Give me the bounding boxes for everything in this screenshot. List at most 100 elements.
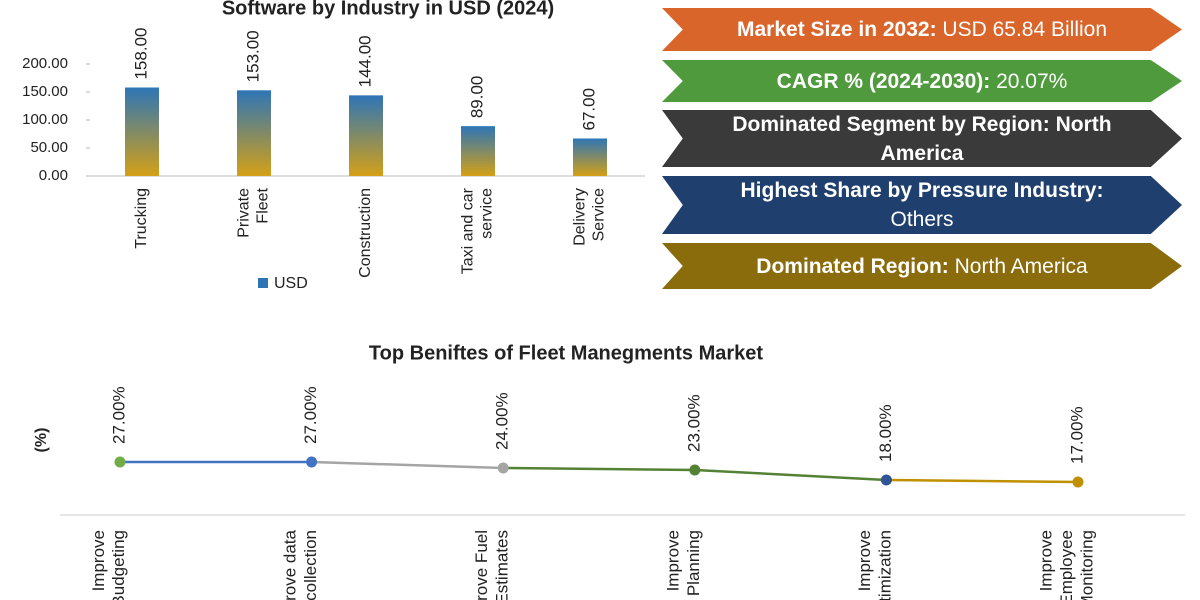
point	[306, 456, 318, 468]
banner-value: USD 65.84 Billion	[942, 18, 1108, 41]
value-label: 27.00%	[109, 386, 128, 444]
x-tick-label: ImproveOptimization	[856, 530, 895, 600]
x-tick-label-line: collection	[301, 530, 320, 600]
x-tick-label: Taxi and car service	[460, 187, 496, 274]
x-tick-label-group: Taxi and car service	[460, 187, 496, 274]
point	[1072, 476, 1084, 488]
bar	[125, 87, 159, 176]
x-tick-label-group: Improve FuelEstimates	[472, 530, 511, 600]
x-tick-label-line: Improve	[89, 530, 108, 591]
banner-text: Dominated Region: North America	[756, 252, 1087, 281]
x-tick-label-line: Budgeting	[110, 530, 129, 600]
banner-text: Dominated Segment by Region: North Ameri…	[712, 110, 1132, 167]
y-tick-label: 200.00	[22, 55, 68, 72]
x-tick-label-line: Optimization	[876, 530, 895, 600]
x-tick-label: ImproveBudgeting	[89, 530, 128, 600]
y-tick-label: 0.00	[39, 167, 68, 184]
value-label: 18.00%	[876, 404, 895, 462]
x-tick-label-line: Private	[236, 188, 253, 238]
value-label: 67.00	[579, 88, 598, 131]
x-tick-label: Private Fleet	[236, 187, 272, 237]
banner: Market Size in 2032: USD 65.84 Billion	[662, 8, 1182, 51]
x-tick-label-line: Trucking	[133, 188, 150, 249]
x-tick-label-group: Construction	[357, 188, 374, 278]
banner-text: Highest Share by Pressure Industry: Othe…	[712, 176, 1132, 234]
x-tick-label-line: Improve data	[281, 529, 300, 600]
point	[880, 474, 892, 486]
y-tick-label: 100.00	[22, 111, 68, 128]
x-tick-label-line: Improve	[1037, 530, 1056, 591]
banner-text: CAGR % (2024-2030): 20.07%	[777, 67, 1068, 96]
x-tick-label-line: Monitoring	[1078, 530, 1097, 600]
x-tick-label-line: Estimates	[493, 530, 512, 600]
x-tick-label: Delivery Service	[572, 188, 608, 246]
line-segment	[694, 468, 887, 482]
y-tick-label: 150.00	[22, 83, 68, 100]
x-tick-label-line: Improve	[856, 530, 875, 591]
value-label: 158.00	[131, 28, 150, 80]
x-tick-label: ImproveEmployeeMonitoring	[1037, 530, 1097, 600]
x-tick-label-line: Employee	[1057, 530, 1076, 600]
value-label: 144.00	[355, 35, 374, 87]
y-axis-label: (%)	[33, 428, 50, 453]
point	[114, 456, 126, 468]
banner-text: Market Size in 2032: USD 65.84 Billion	[737, 15, 1107, 44]
x-tick-label-line: service	[479, 188, 496, 239]
value-label: 27.00%	[301, 386, 320, 444]
line-segment	[503, 466, 695, 472]
x-tick-label-group: Private Fleet	[236, 187, 272, 237]
x-tick-label-group: ImproveBudgeting	[89, 530, 128, 600]
banner: CAGR % (2024-2030): 20.07%	[662, 60, 1182, 102]
value-label: 153.00	[243, 30, 262, 82]
y-tick-label: 50.00	[30, 139, 68, 156]
banner-label: Dominated Region:	[756, 254, 949, 278]
chart-title: Software by Industry in USD (2024)	[222, 0, 554, 19]
x-tick-label-line: Taxi and car	[460, 187, 477, 274]
banner-value: North America	[954, 254, 1088, 278]
banner-label: CAGR % (2024-2030):	[776, 69, 991, 93]
line-segment	[311, 460, 504, 470]
legend-label: USD	[274, 275, 308, 292]
point	[497, 462, 509, 474]
x-tick-label-line: Construction	[357, 188, 374, 278]
line-segment	[886, 478, 1079, 484]
value-label: 17.00%	[1067, 406, 1086, 464]
bar	[461, 126, 495, 176]
x-tick-label-group: ImproveOptimization	[856, 530, 895, 600]
chart-title: Top Beniftes of Fleet Manegments Market	[369, 342, 763, 364]
banner: Highest Share by Pressure Industry: Othe…	[662, 176, 1182, 234]
value-label: 23.00%	[684, 394, 703, 452]
banner-label: Highest Share by Pressure Industry:	[740, 179, 1104, 202]
x-tick-label-line: Improve	[664, 530, 683, 591]
x-tick-label: Improve datacollection	[281, 529, 320, 600]
x-tick-label: ImprovePlanning	[664, 530, 703, 596]
banner: Dominated Segment by Region: North Ameri…	[662, 110, 1182, 167]
x-tick-label-line: Planning	[684, 530, 703, 596]
x-tick-label: Trucking	[133, 188, 150, 249]
banner-label: Market Size in 2032:	[736, 18, 937, 41]
bar	[349, 95, 383, 176]
value-label: 89.00	[467, 76, 486, 119]
bar	[237, 90, 271, 176]
x-tick-label-group: ImproveEmployeeMonitoring	[1037, 530, 1097, 600]
value-label: 24.00%	[493, 392, 512, 450]
x-tick-label-group: ImprovePlanning	[664, 530, 703, 596]
x-tick-label-group: Trucking	[133, 188, 150, 249]
banner-value: Others	[890, 208, 954, 231]
bar	[573, 138, 607, 176]
x-tick-label-line: Service	[591, 188, 608, 241]
x-tick-label-group: Delivery Service	[572, 188, 608, 246]
point	[689, 464, 701, 476]
banner-label: Dominated Segment by Region:	[732, 112, 1050, 136]
x-tick-label-line: Delivery	[572, 188, 589, 246]
x-tick-label: Improve FuelEstimates	[472, 530, 511, 600]
banner-value: 20.07%	[996, 69, 1068, 93]
x-tick-label-line: Improve Fuel	[472, 530, 491, 600]
banner-value: North America	[880, 112, 1112, 165]
x-tick-label-line: Fleet	[255, 187, 272, 223]
legend-swatch	[258, 278, 268, 288]
banner: Dominated Region: North America	[662, 243, 1182, 289]
x-tick-label: Construction	[357, 188, 374, 278]
